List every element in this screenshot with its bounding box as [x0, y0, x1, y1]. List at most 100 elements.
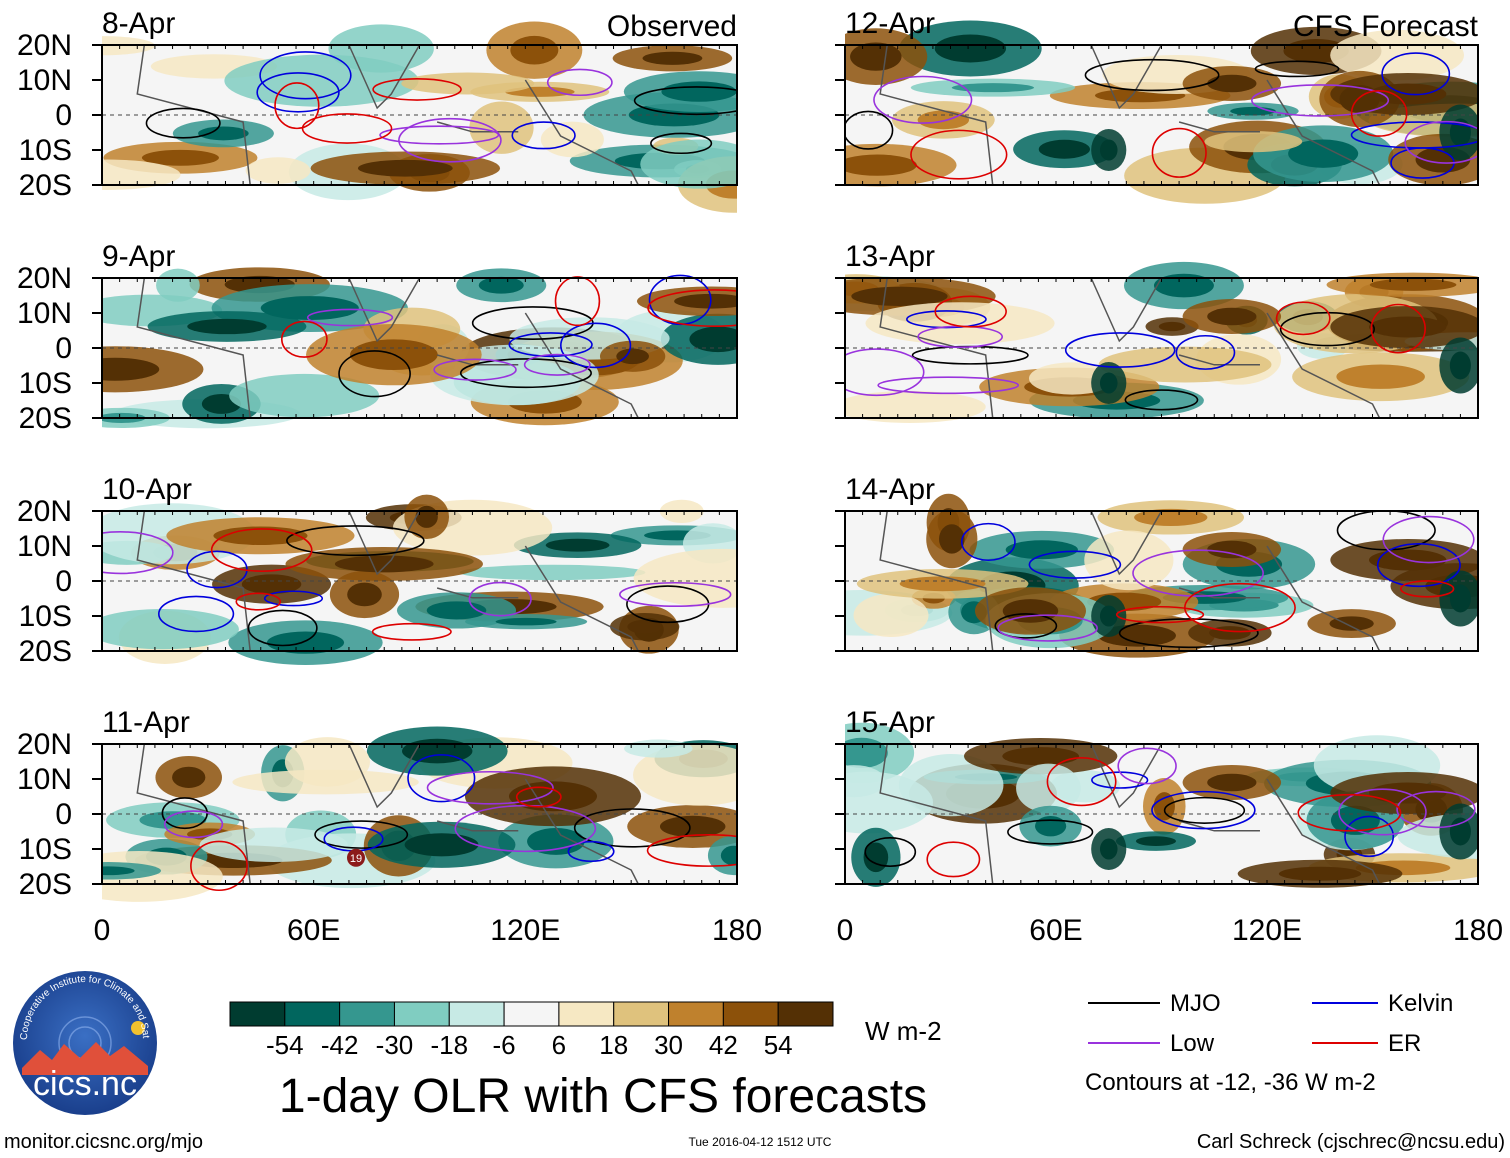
er-contour	[554, 276, 601, 327]
anomaly-core	[659, 815, 726, 838]
kelvin-contour	[1064, 332, 1176, 368]
er-contour	[190, 840, 248, 892]
anomaly-core	[720, 845, 737, 866]
kelvin-contour	[1376, 543, 1461, 588]
low-contour	[1251, 84, 1390, 117]
anomaly-core	[934, 34, 1007, 63]
anomaly-core	[172, 766, 206, 788]
coastline	[136, 277, 639, 419]
anomaly-core	[1207, 773, 1257, 792]
panel-date: 11-Apr	[102, 706, 190, 739]
kelvin-contour	[567, 840, 615, 863]
wet-anomaly	[199, 827, 348, 862]
kelvin-contour	[511, 121, 576, 150]
kelvin-contour	[1028, 550, 1122, 579]
kelvin-contour	[1344, 815, 1395, 858]
kelvin-contour	[1381, 52, 1451, 96]
lat-tick-label: 10S	[19, 600, 72, 633]
anomaly-core	[1449, 584, 1471, 613]
low-contour	[619, 581, 732, 608]
low-contour	[1382, 515, 1475, 564]
anomaly-core	[1336, 364, 1425, 389]
anomaly-core	[1368, 316, 1447, 338]
mjo-contour	[994, 613, 1058, 639]
anomaly-core	[1207, 74, 1257, 93]
panel-date: 15-Apr	[845, 706, 935, 739]
low-contour	[1132, 549, 1264, 597]
dry-anomaly	[1330, 29, 1465, 81]
anomaly-core	[1099, 605, 1118, 627]
lon-tick-label: 0	[94, 914, 111, 947]
colorbar-swatch	[284, 1001, 341, 1027]
mjo-contour	[1124, 389, 1199, 411]
panel-date: 9-Apr	[102, 240, 175, 273]
lat-tick-label: 20S	[19, 169, 72, 202]
anomaly-core	[1002, 747, 1080, 766]
map-panel	[102, 726, 737, 902]
er-contour	[274, 82, 320, 130]
anomaly-core	[1038, 139, 1090, 159]
low-contour	[468, 581, 532, 617]
lat-tick-label: 20S	[19, 868, 72, 901]
lat-tick-label: 10N	[17, 763, 72, 796]
lat-tick-label: 10N	[17, 64, 72, 97]
contour-legend: MJO Kelvin Low ER Contours at -12, -36 W…	[1085, 990, 1453, 1096]
er-contour	[280, 320, 328, 358]
low-contour	[1396, 790, 1476, 829]
anomaly-core	[616, 348, 649, 365]
anomaly-core	[347, 582, 382, 607]
anomaly-core	[845, 154, 917, 176]
kelvin-contour	[158, 595, 235, 633]
colorbar-level: -30	[376, 1030, 414, 1060]
mjo-contour	[633, 86, 737, 116]
mjo-contour	[1163, 796, 1246, 824]
anomaly-core	[102, 866, 135, 876]
lat-tick-label: 10N	[17, 297, 72, 330]
dry-anomaly	[1204, 130, 1303, 153]
colorbar-swatch	[613, 1001, 670, 1027]
colorbar-swatch	[668, 1001, 724, 1027]
low-contour	[845, 348, 925, 397]
mjo-contour	[338, 350, 411, 398]
lat-tick-label: 10S	[19, 833, 72, 866]
kelvin-contour	[1175, 334, 1236, 370]
kelvin-contour	[407, 754, 476, 803]
er-contour	[1350, 90, 1408, 137]
low-contour	[873, 75, 973, 124]
colorbar-level: 18	[599, 1030, 628, 1060]
anomaly-core	[689, 326, 737, 353]
low-contour	[163, 810, 224, 839]
er-contour	[934, 295, 1007, 328]
dry-anomaly	[102, 159, 181, 190]
anomaly-core	[141, 149, 219, 166]
anomaly-core	[1209, 626, 1251, 640]
coastline	[136, 743, 639, 885]
lat-tick-label: 0	[55, 99, 72, 132]
er-contour	[1297, 793, 1402, 832]
kelvin-contour	[560, 322, 632, 369]
wet-anomaly	[845, 765, 886, 798]
logo-mountains	[22, 1042, 148, 1075]
mjo-contour	[1007, 819, 1094, 845]
anomaly-core	[1005, 540, 1078, 560]
anomaly-core	[939, 524, 965, 554]
colorbar-level: 6	[552, 1030, 566, 1060]
kelvin-contour	[186, 550, 248, 589]
anomaly-core	[357, 159, 453, 177]
map-panels	[102, 20, 1478, 902]
er-contour	[210, 528, 313, 572]
wet-anomaly	[156, 268, 200, 302]
kelvin-contour	[263, 590, 324, 607]
er-contour	[647, 289, 737, 328]
anomaly-core	[1135, 836, 1176, 847]
coastline	[879, 44, 1381, 186]
anomaly-core	[1449, 351, 1471, 380]
lon-tick-label: 120E	[490, 914, 560, 947]
lon-tick-label: 60E	[1029, 914, 1082, 947]
anomaly-core	[495, 617, 557, 626]
lon-tick-label: 180	[1453, 914, 1503, 947]
anomaly-core	[478, 276, 524, 294]
dry-anomaly	[633, 548, 737, 608]
kelvin-contour	[1151, 790, 1256, 830]
mjo-contour	[1118, 618, 1259, 649]
